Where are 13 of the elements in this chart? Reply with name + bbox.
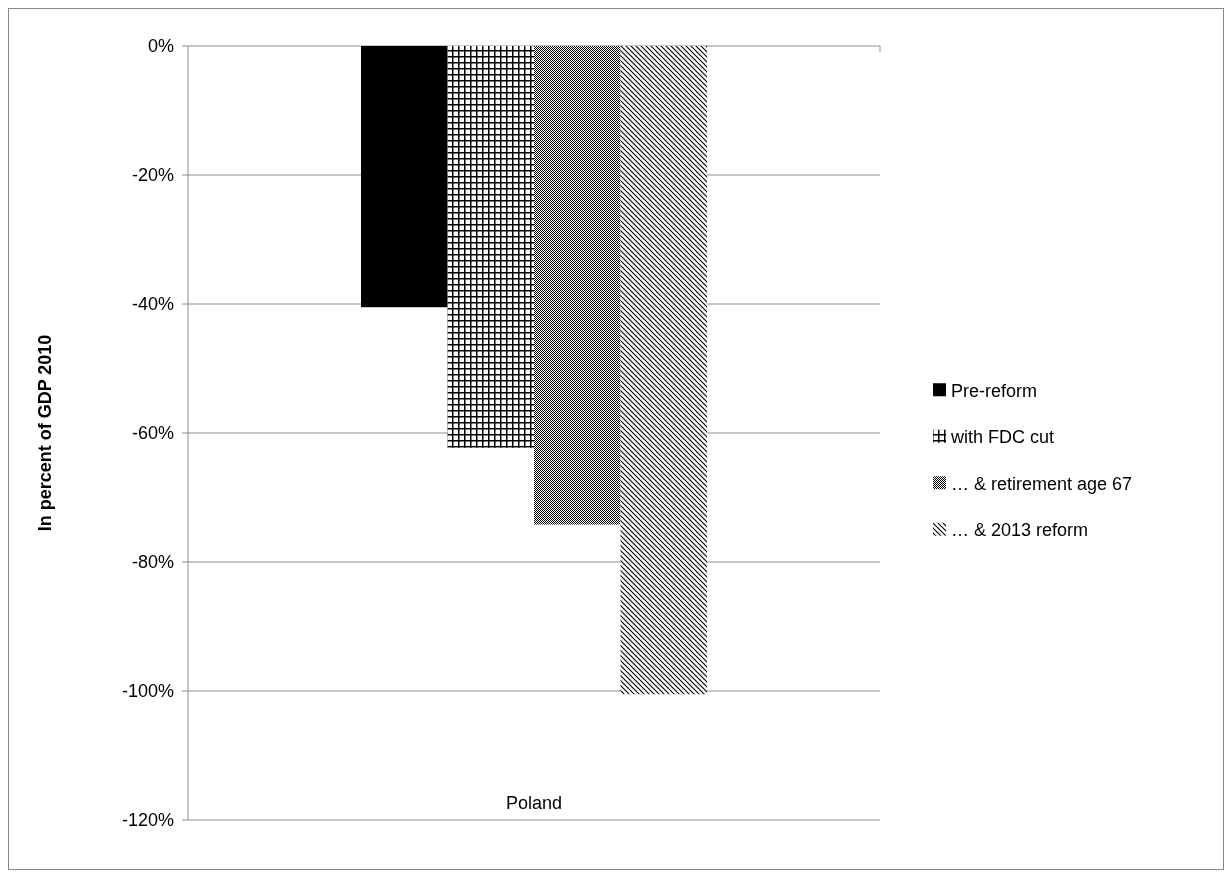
y-tick-label: 0% — [147, 36, 174, 57]
legend-label: … & retirement age 67 — [951, 473, 1133, 494]
x-tick-label: Poland — [505, 793, 563, 814]
legend-label: Pre-reform — [951, 380, 1038, 401]
y-tick-label: -100% — [121, 681, 174, 702]
legend-label: … & 2013 reform — [951, 520, 1089, 541]
y-tick-label: -80% — [131, 552, 174, 573]
y-axis-title: In percent of GDP 2010 — [35, 334, 55, 532]
y-tick-label: -40% — [131, 294, 174, 315]
y-tick-label: -120% — [121, 810, 174, 831]
legend-label: with FDC cut — [950, 427, 1055, 448]
y-tick-label: -60% — [131, 423, 174, 444]
y-tick-label: -20% — [131, 165, 174, 186]
